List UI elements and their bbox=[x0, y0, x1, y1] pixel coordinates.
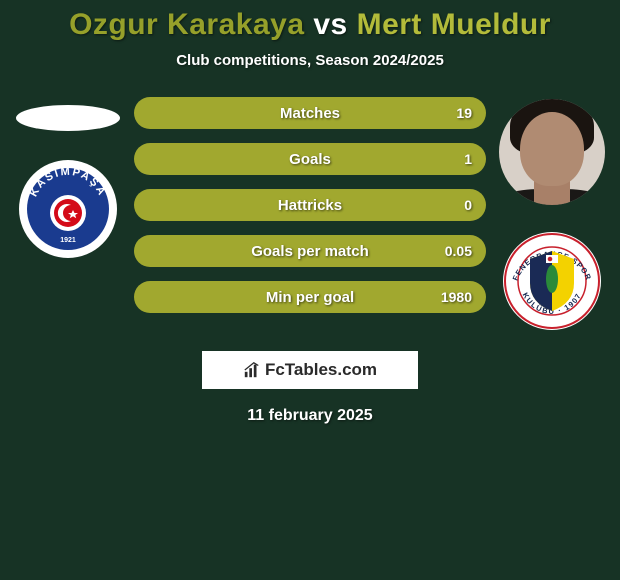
stat-label: Hattricks bbox=[278, 197, 342, 214]
title-player-a: Ozgur Karakaya bbox=[69, 8, 304, 41]
club-a-badge: KASIMPAŞA 1921 bbox=[18, 159, 118, 259]
stat-value-right: 0.05 bbox=[445, 243, 472, 259]
date-line: 11 february 2025 bbox=[0, 407, 620, 425]
stat-label: Goals per match bbox=[251, 243, 369, 260]
stat-label: Min per goal bbox=[266, 289, 354, 306]
stat-bar: Goals per match 0.05 bbox=[134, 235, 486, 267]
subtitle: Club competitions, Season 2024/2025 bbox=[0, 52, 620, 69]
left-column: KASIMPAŞA 1921 bbox=[8, 97, 128, 259]
page-title: Ozgur Karakaya vs Mert Mueldur bbox=[0, 0, 620, 42]
stat-label: Matches bbox=[280, 105, 340, 122]
right-column: FENERBAHÇE SPOR KULÜBÜ · 1907 bbox=[492, 97, 612, 331]
stat-bar: Matches 19 bbox=[134, 97, 486, 129]
stat-value-right: 19 bbox=[456, 105, 472, 121]
stat-bar: Hattricks 0 bbox=[134, 189, 486, 221]
title-player-b: Mert Mueldur bbox=[357, 8, 551, 41]
stat-value-right: 0 bbox=[464, 197, 472, 213]
svg-text:1921: 1921 bbox=[60, 237, 76, 244]
content-root: Ozgur Karakaya vs Mert Mueldur Club comp… bbox=[0, 0, 620, 580]
stat-value-right: 1980 bbox=[441, 289, 472, 305]
main-row: KASIMPAŞA 1921 Matches 19 Goals 1 Hattricks 0… bbox=[0, 97, 620, 331]
stat-bar: Min per goal 1980 bbox=[134, 281, 486, 313]
brand-box: FcTables.com bbox=[202, 351, 418, 389]
stat-bar: Goals 1 bbox=[134, 143, 486, 175]
kasimpasa-logo-icon: KASIMPAŞA 1921 bbox=[18, 159, 118, 259]
fenerbahce-logo-icon: FENERBAHÇE SPOR KULÜBÜ · 1907 bbox=[502, 231, 602, 331]
brand-text: FcTables.com bbox=[265, 360, 377, 380]
player-b-avatar bbox=[499, 99, 605, 205]
title-vs: vs bbox=[313, 8, 347, 41]
brand-chart-icon bbox=[243, 361, 261, 379]
player-a-avatar-placeholder bbox=[16, 105, 120, 131]
stats-column: Matches 19 Goals 1 Hattricks 0 Goals per match… bbox=[128, 97, 492, 313]
stat-label: Goals bbox=[289, 151, 331, 168]
stat-value-right: 1 bbox=[464, 151, 472, 167]
club-b-badge: FENERBAHÇE SPOR KULÜBÜ · 1907 bbox=[502, 231, 602, 331]
